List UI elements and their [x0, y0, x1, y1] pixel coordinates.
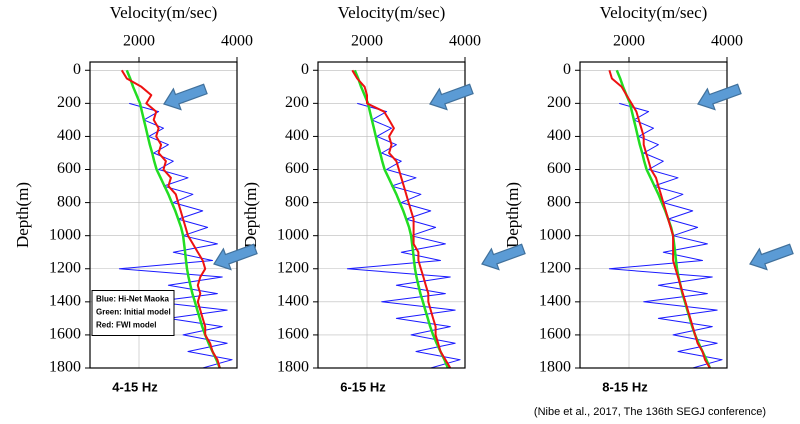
- y-tick-label: 400: [57, 127, 81, 144]
- citation: (Nibe et al., 2017, The 136th SEGJ confe…: [534, 406, 766, 418]
- chart-title: Velocity(m/sec): [600, 3, 708, 22]
- legend-box: [91, 290, 175, 336]
- series-line: [353, 69, 450, 369]
- y-tick-label: 800: [547, 193, 571, 210]
- y-tick-label: 1400: [49, 293, 81, 310]
- plot-area: [580, 62, 727, 368]
- y-tick-label: 1800: [277, 359, 309, 376]
- x-tick-label: 2000: [351, 33, 383, 50]
- panel: 0 200 400 600 800 1000 1200 1400 1600 1800 2000 400…: [13, 3, 253, 395]
- y-tick-label: 600: [57, 160, 81, 177]
- annotation: 8-15 Hz: [602, 379, 648, 394]
- y-tick-label: 600: [285, 160, 309, 177]
- y-tick-label: 400: [285, 127, 309, 144]
- y-tick-label: 1000: [49, 226, 81, 243]
- y-tick-label: 1000: [539, 226, 571, 243]
- plot-frame: [579, 61, 728, 369]
- y-axis-label: Depth(m): [503, 182, 522, 248]
- y-tick-label: 1800: [49, 359, 81, 376]
- panel: 0 200 400 600 800 1000 1200 1400 1600 1800 2000 400…: [241, 3, 481, 395]
- y-axis-label: Depth(m): [13, 182, 32, 248]
- x-tick-label: 4000: [449, 33, 481, 50]
- arrow: [163, 83, 208, 111]
- legend-entry: Green: Initial model: [96, 308, 171, 317]
- y-tick-label: 1800: [539, 359, 571, 376]
- y-tick-label: 1200: [539, 259, 571, 276]
- y-tick-label: 400: [547, 127, 571, 144]
- y-tick-label: 1600: [277, 326, 309, 343]
- arrow: [429, 83, 474, 111]
- arrows: [163, 83, 794, 271]
- series-line: [120, 69, 221, 369]
- legend-entry: Red: FWI model: [96, 321, 156, 330]
- x-tick-label: 4000: [711, 33, 743, 50]
- chart-title: Velocity(m/sec): [338, 3, 446, 22]
- plot-frame: [317, 61, 466, 369]
- x-tick-label: 4000: [221, 33, 253, 50]
- annotation: 4-15 Hz: [112, 379, 158, 394]
- arrow: [749, 243, 794, 271]
- y-tick-label: 1600: [49, 326, 81, 343]
- arrow: [213, 243, 258, 271]
- y-tick-label: 200: [57, 94, 81, 111]
- y-tick-label: 1200: [49, 259, 81, 276]
- y-axis-label: Depth(m): [241, 182, 260, 248]
- annotation: 6-15 Hz: [340, 379, 386, 394]
- series-line: [608, 70, 711, 369]
- plot-frame: [89, 61, 238, 369]
- y-tick-label: 800: [57, 193, 81, 210]
- panel: 0 200 400 600 800 1000 1200 1400 1600 1800 2000 400…: [503, 3, 743, 395]
- y-tick-label: 1400: [539, 293, 571, 310]
- y-tick-label: 1000: [277, 226, 309, 243]
- y-tick-label: 200: [285, 94, 309, 111]
- y-tick-label: 600: [547, 160, 571, 177]
- y-tick-label: 0: [301, 61, 309, 78]
- y-tick-label: 0: [563, 61, 571, 78]
- chart-title: Velocity(m/sec): [110, 3, 218, 22]
- arrow: [697, 83, 742, 111]
- y-tick-label: 200: [547, 94, 571, 111]
- y-tick-label: 1200: [277, 259, 309, 276]
- legend-entry: Blue: Hi-Net Maoka: [96, 295, 169, 304]
- plot-area: [318, 62, 465, 368]
- x-tick-label: 2000: [613, 33, 645, 50]
- series-line: [125, 69, 221, 369]
- y-tick-label: 1400: [277, 293, 309, 310]
- y-tick-label: 800: [285, 193, 309, 210]
- arrow: [481, 243, 526, 271]
- series-line: [351, 69, 452, 369]
- x-tick-label: 2000: [123, 33, 155, 50]
- y-tick-label: 0: [73, 61, 81, 78]
- y-tick-label: 1600: [539, 326, 571, 343]
